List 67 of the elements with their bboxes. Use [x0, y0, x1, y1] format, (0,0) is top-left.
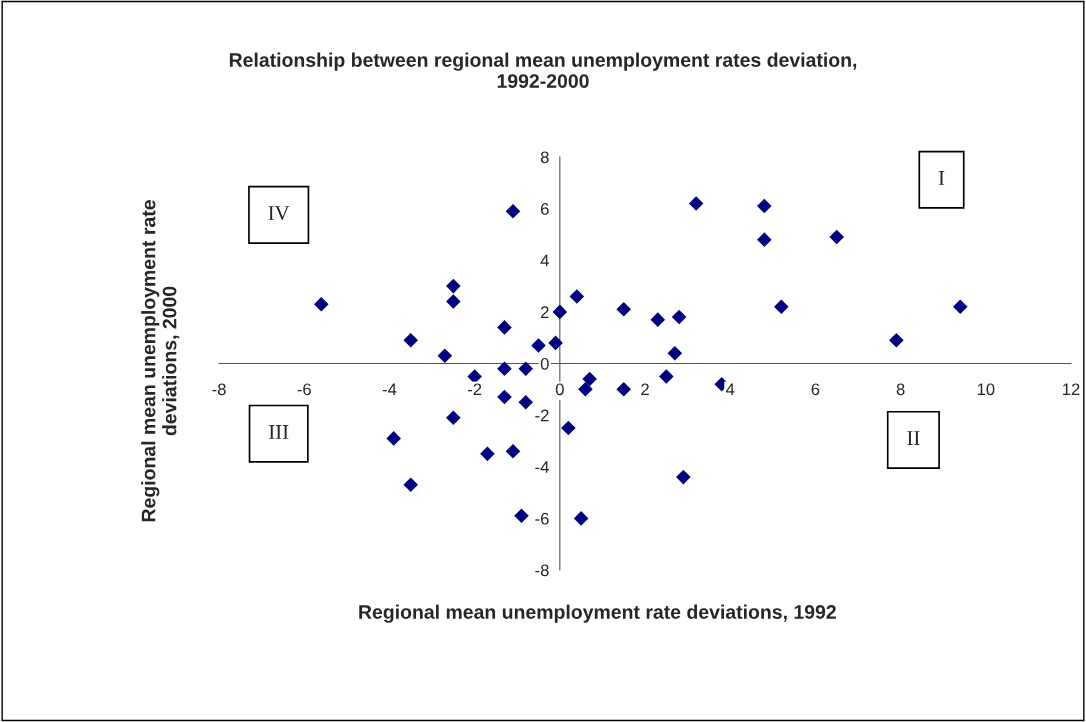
point	[386, 431, 401, 446]
point	[573, 511, 589, 526]
point	[531, 338, 546, 353]
y-tick-label: -2	[535, 409, 549, 422]
y-tick-label: 2	[540, 306, 549, 318]
x-tick-label: -6	[297, 383, 311, 396]
annotation: I	[938, 171, 945, 185]
point	[667, 345, 683, 361]
point	[446, 294, 461, 309]
point	[829, 229, 845, 245]
annotation: III	[269, 425, 289, 439]
annotation: II	[907, 431, 920, 445]
x-tick-label: -8	[212, 383, 226, 396]
y-axis-title: Regional mean unemployment rate deviations, 2000	[141, 200, 180, 522]
x-tick-label: -2	[467, 383, 482, 396]
point	[497, 320, 512, 335]
point	[505, 203, 521, 219]
point	[757, 232, 772, 247]
point	[650, 312, 666, 327]
point	[671, 309, 687, 325]
point	[561, 420, 576, 436]
point	[582, 371, 597, 387]
point	[889, 333, 904, 348]
point	[514, 508, 529, 524]
x-tick-label: 8	[896, 383, 905, 396]
x-tick-label: 0	[555, 383, 564, 396]
point	[497, 361, 512, 376]
annotation: IV	[268, 206, 290, 221]
point	[446, 410, 461, 426]
y-tick-label: 8	[540, 151, 549, 164]
point	[578, 382, 593, 397]
point	[616, 382, 632, 397]
point	[548, 335, 563, 351]
x-axis-title: Regional mean unemployment rate deviations, 1992	[359, 604, 836, 623]
point	[403, 477, 419, 493]
x-tick-label: 10	[977, 383, 995, 396]
point	[446, 278, 461, 294]
point	[952, 299, 968, 315]
point	[552, 304, 568, 320]
y-tick-label: 6	[540, 203, 549, 215]
point	[518, 394, 534, 410]
x-tick-label: 12	[1063, 383, 1080, 396]
y-tick-label: -6	[535, 512, 549, 525]
y-tick-label: 0	[540, 357, 549, 370]
point	[437, 348, 453, 364]
point	[480, 446, 495, 462]
point	[757, 198, 772, 214]
x-tick-label: -4	[382, 383, 397, 396]
point	[774, 299, 789, 315]
point	[676, 469, 691, 485]
x-tick-label: 6	[811, 383, 820, 396]
point	[659, 369, 674, 384]
point	[569, 289, 585, 304]
point	[497, 389, 512, 405]
y-tick-label: -8	[535, 564, 549, 577]
x-tick-label: 4	[725, 383, 735, 396]
point	[403, 333, 419, 348]
y-tick-label: 4	[540, 254, 549, 267]
point	[688, 196, 704, 211]
x-tick-label: 2	[641, 383, 649, 396]
point	[505, 444, 521, 459]
point	[314, 296, 329, 312]
y-tick-label: -4	[535, 461, 549, 473]
chart-title: Relationship between regional mean unemployment rates deviation, 1992-2000	[229, 52, 857, 88]
point	[616, 302, 632, 317]
point	[467, 369, 482, 384]
point	[518, 361, 534, 376]
